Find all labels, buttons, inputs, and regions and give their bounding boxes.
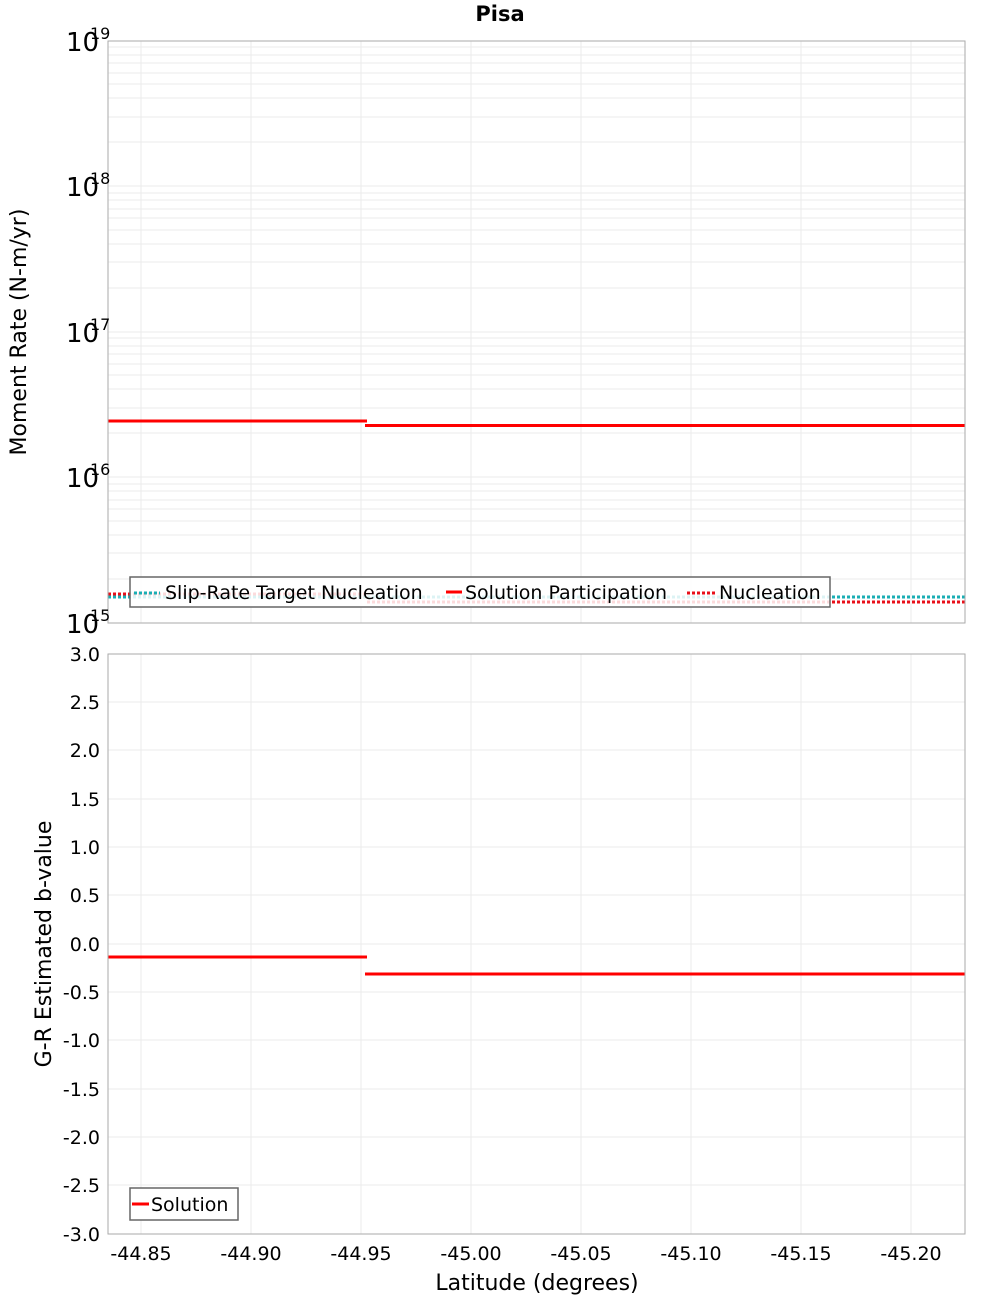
ytick: -1.5	[63, 1079, 100, 1101]
x-axis-label: Latitude (degrees)	[435, 1271, 638, 1296]
legend-label-solution-participation: Solution Participation	[465, 582, 667, 604]
bottom-plot: Solution 3.0 2.5 2.0 1.5 1.0 0.5 0.0 -0.…	[32, 644, 966, 1296]
ytick-exp: 16	[90, 460, 110, 479]
ytick: 0.5	[70, 885, 100, 907]
legend-label-target: Slip-Rate Target Nucleation	[165, 582, 423, 604]
ytick: 2.5	[70, 692, 100, 714]
xtick: -44.95	[330, 1243, 391, 1265]
ytick-exp: 19	[90, 24, 110, 43]
xtick: -45.05	[550, 1243, 611, 1265]
xtick: -45.00	[440, 1243, 501, 1265]
legend-label-nucleation: Nucleation	[719, 582, 821, 604]
series-solution	[108, 955, 965, 976]
ytick-exp: 17	[90, 315, 110, 334]
ytick-base: 10	[66, 464, 99, 494]
xtick: -45.15	[770, 1243, 831, 1265]
ytick: -2.5	[63, 1175, 100, 1197]
ytick: 1.0	[70, 837, 100, 859]
chart-title: Pisa	[475, 2, 525, 26]
bottom-legend: Solution	[129, 1187, 239, 1221]
xtick: -45.20	[880, 1243, 941, 1265]
ytick-base: 10	[66, 610, 99, 640]
series-solution-participation	[108, 419, 965, 427]
ytick: 3.0	[70, 644, 100, 666]
top-gridlines	[108, 41, 965, 623]
ytick: -3.0	[63, 1224, 100, 1246]
ytick-exp: 18	[90, 169, 110, 188]
ytick: -2.0	[63, 1127, 100, 1149]
top-plot: Slip-Rate Target Nucleation Solution Par…	[7, 24, 966, 640]
ytick-base: 10	[66, 28, 99, 58]
ytick-base: 10	[66, 173, 99, 203]
ytick: -0.5	[63, 982, 100, 1004]
bottom-y-ticks: 3.0 2.5 2.0 1.5 1.0 0.5 0.0 -0.5 -1.0 -1…	[63, 644, 100, 1246]
xtick: -44.90	[220, 1243, 281, 1265]
ytick: 1.5	[70, 789, 100, 811]
ytick-exp: 15	[90, 606, 110, 625]
top-y-axis-label: Moment Rate (N-m/yr)	[7, 209, 32, 456]
top-legend: Slip-Rate Target Nucleation Solution Par…	[129, 576, 831, 608]
ytick: -1.0	[63, 1030, 100, 1052]
x-ticks: -44.85 -44.90 -44.95 -45.00 -45.05 -45.1…	[110, 1243, 941, 1265]
xtick: -44.85	[110, 1243, 171, 1265]
xtick: -45.10	[660, 1243, 721, 1265]
bottom-gridlines	[108, 654, 965, 1234]
ytick: 0.0	[70, 934, 100, 956]
bottom-y-axis-label: G-R Estimated b-value	[32, 821, 57, 1068]
top-y-ticks: 10 19 10 18 10 17 10 16 10 15	[66, 24, 110, 640]
legend-label-solution: Solution	[151, 1194, 228, 1216]
ytick-base: 10	[66, 319, 99, 349]
ytick: 2.0	[70, 740, 100, 762]
